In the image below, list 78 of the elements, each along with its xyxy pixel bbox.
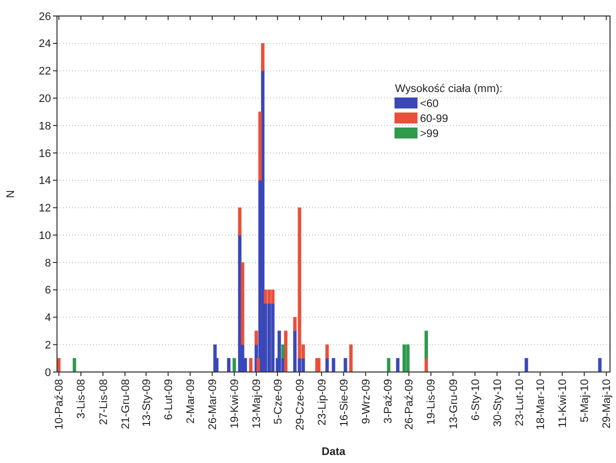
bar xyxy=(281,344,285,359)
bar xyxy=(240,262,244,345)
bar xyxy=(268,290,271,304)
bar xyxy=(424,358,428,372)
x-tick-label: 10-Paź-08 xyxy=(54,379,66,430)
x-tick-label: 29-Cze-09 xyxy=(294,379,306,430)
x-tick-label: 29-Maj-10 xyxy=(601,379,614,429)
bar xyxy=(72,358,76,372)
x-tick-label: 13-Gru-09 xyxy=(448,379,460,430)
y-tick-label: 12 xyxy=(38,202,51,215)
bar xyxy=(424,330,428,359)
x-tick-label: 5-Maj-10 xyxy=(579,379,592,422)
x-tick-label: 3-Lis-08 xyxy=(76,379,88,419)
legend-label: >99 xyxy=(420,128,439,140)
x-tick-label: 23-Lut-10 xyxy=(514,379,526,426)
x-tick-label: 26-Mar-09 xyxy=(207,379,220,430)
bar xyxy=(271,290,275,304)
bar xyxy=(386,358,390,372)
bar xyxy=(344,358,348,372)
x-axis-title: Data xyxy=(322,446,346,458)
y-tick-label: 22 xyxy=(38,66,51,78)
x-tick-label: 19-Kwi-09 xyxy=(229,379,242,429)
x-tick-label: 19-Lis-09 xyxy=(426,379,438,425)
bar xyxy=(254,330,258,345)
legend-title: Wysokość ciała (mm): xyxy=(395,83,502,95)
bar xyxy=(278,330,281,372)
y-tick-label: 18 xyxy=(38,120,51,132)
x-tick-label: 27-Lis-08 xyxy=(98,379,110,425)
bar xyxy=(258,112,262,181)
x-tick-label: 21-Gru-08 xyxy=(120,379,132,430)
x-tick-label: 30-Sty-10 xyxy=(492,379,504,427)
y-tick-label: 2 xyxy=(44,339,51,352)
x-tick-label: 6-Sty-10 xyxy=(470,379,482,421)
y-tick-label: 14 xyxy=(38,175,51,188)
x-tick-label: 6-Lut-09 xyxy=(163,379,175,420)
bar xyxy=(249,358,253,372)
bar xyxy=(402,344,406,372)
bar xyxy=(349,344,353,372)
bar xyxy=(284,330,288,372)
x-tick-label: 13-Maj-09 xyxy=(251,379,264,429)
x-tick-label: 13-Sty-09 xyxy=(140,379,153,427)
legend-label: <60 xyxy=(420,98,439,110)
x-tick-label: 26-Paź-09 xyxy=(404,379,416,430)
bar xyxy=(268,303,271,372)
y-tick-label: 10 xyxy=(38,230,51,242)
bar xyxy=(332,358,336,372)
x-tick-label: 9-Wrz-09 xyxy=(360,379,372,424)
y-tick-label: 26 xyxy=(38,10,51,23)
y-tick-label: 20 xyxy=(38,93,51,106)
bar xyxy=(271,303,275,372)
y-tick-label: 24 xyxy=(38,38,51,50)
bar xyxy=(227,358,230,372)
y-tick-label: 6 xyxy=(44,284,51,297)
bar xyxy=(264,290,268,304)
bar xyxy=(406,344,410,372)
bar xyxy=(524,358,528,372)
x-tick-label: 16-Sie-09 xyxy=(338,379,350,427)
x-tick-label: 23-Lip-09 xyxy=(316,379,328,426)
legend-label: 60-99 xyxy=(420,112,448,125)
bar xyxy=(598,358,602,372)
x-tick-label: 18-Mar-10 xyxy=(535,379,548,430)
x-tick-label: 11-Kwi-10 xyxy=(557,379,570,428)
y-tick-label: 0 xyxy=(44,366,51,379)
bar xyxy=(396,358,400,372)
y-axis-title: N xyxy=(5,190,17,198)
bar xyxy=(325,344,329,359)
bar xyxy=(256,358,260,372)
x-tick-label: 5-Cze-09 xyxy=(272,379,284,424)
bar xyxy=(232,358,236,372)
bar xyxy=(238,207,242,236)
x-tick-label: 2-Mar-09 xyxy=(185,379,198,424)
y-tick-label: 16 xyxy=(38,148,51,160)
x-tick-label: 3-Paź-09 xyxy=(382,379,395,424)
y-tick-label: 8 xyxy=(44,257,51,270)
bar xyxy=(301,358,305,372)
bar xyxy=(325,358,329,372)
bar xyxy=(261,43,264,71)
y-tick-label: 4 xyxy=(44,312,51,324)
